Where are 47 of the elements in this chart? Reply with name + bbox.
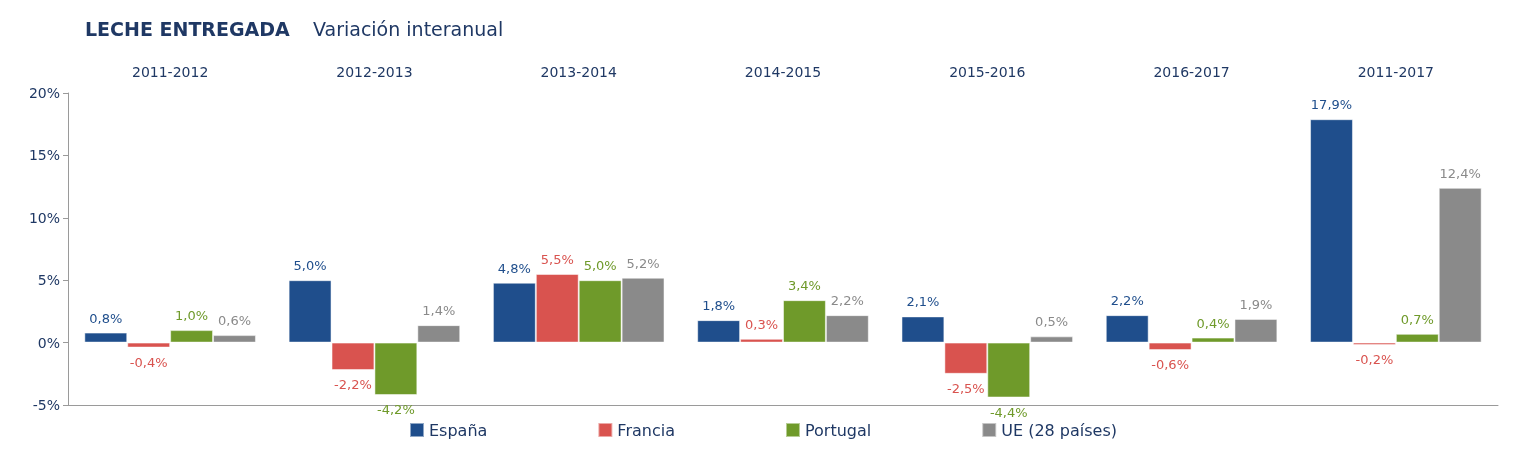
data-label: -4,2% [377, 402, 415, 418]
data-label: 1,9% [1239, 296, 1273, 312]
data-label: 5,0% [293, 258, 327, 274]
x-tick-label: 2013-2014 [540, 64, 617, 80]
y-tick-label: 0% [37, 334, 60, 351]
data-label: 1,8% [702, 298, 736, 314]
data-label: 5,5% [540, 251, 574, 267]
data-label: 0,5% [1035, 314, 1069, 330]
x-tick-label: 2016-2017 [1153, 64, 1230, 80]
y-tick-label: -5% [32, 397, 60, 413]
data-label: 2,2% [1110, 293, 1144, 309]
y-tick-label: 10% [28, 209, 60, 226]
x-tick-label: 2011-2017 [1357, 64, 1435, 80]
data-label: 2,2% [830, 293, 864, 309]
data-label: -2,5% [946, 380, 985, 396]
x-tick-label: 2012-2013 [336, 64, 413, 80]
legend-label: UE (28 países) [1001, 420, 1117, 440]
data-label: 4,8% [497, 260, 531, 276]
data-label: 12,4% [1439, 165, 1481, 181]
data-label: 5,2% [626, 255, 660, 271]
data-label: -0,6% [1151, 357, 1189, 373]
data-label: 3,4% [787, 278, 821, 294]
data-label: -4,4% [989, 404, 1028, 420]
data-label: 0,8% [89, 310, 123, 326]
data-label: -0,4% [129, 354, 168, 370]
x-tick-label: 2014-2015 [744, 64, 822, 80]
chart-subtitle: Variación interanual [313, 17, 504, 40]
y-tick-label: 15% [28, 147, 60, 164]
chart-title: LECHE ENTREGADA [85, 17, 291, 40]
data-label: 1,4% [422, 303, 456, 319]
legend-label: Portugal [804, 420, 872, 440]
legend-label: Francia [617, 420, 675, 440]
data-label: 0,3% [745, 316, 779, 332]
data-label: 2,1% [906, 294, 940, 310]
data-label: 1,0% [175, 308, 209, 324]
data-label: -0,2% [1355, 352, 1394, 368]
x-tick-label: 2011-2012 [131, 64, 209, 80]
data-label: 0,4% [1196, 315, 1230, 331]
y-tick-label: 5% [37, 272, 60, 289]
data-label: 0,7% [1400, 311, 1434, 327]
data-label: 5,0% [583, 258, 617, 274]
data-label: 17,9% [1310, 97, 1353, 113]
legend-label: España [429, 420, 488, 440]
x-tick-label: 2015-2016 [949, 64, 1026, 80]
y-tick-label: 20% [28, 85, 60, 101]
data-label: -2,2% [334, 377, 372, 393]
data-label: 0,6% [217, 313, 252, 329]
